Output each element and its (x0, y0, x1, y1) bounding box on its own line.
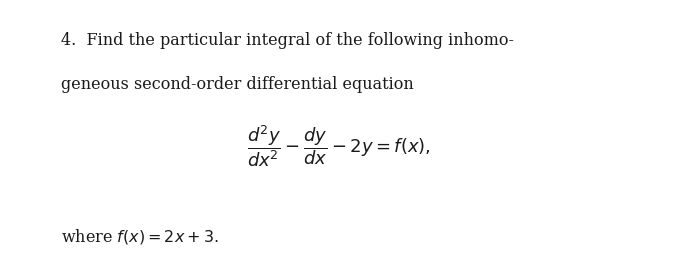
Text: 4.  Find the particular integral of the following inhomo-: 4. Find the particular integral of the f… (61, 32, 514, 49)
Text: geneous second-order differential equation: geneous second-order differential equati… (61, 76, 414, 93)
Text: $\dfrac{d^2y}{dx^2} - \dfrac{dy}{dx} - 2y = f(x),$: $\dfrac{d^2y}{dx^2} - \dfrac{dy}{dx} - 2… (247, 123, 431, 169)
Text: where $f(x) = 2x + 3.$: where $f(x) = 2x + 3.$ (61, 227, 219, 246)
